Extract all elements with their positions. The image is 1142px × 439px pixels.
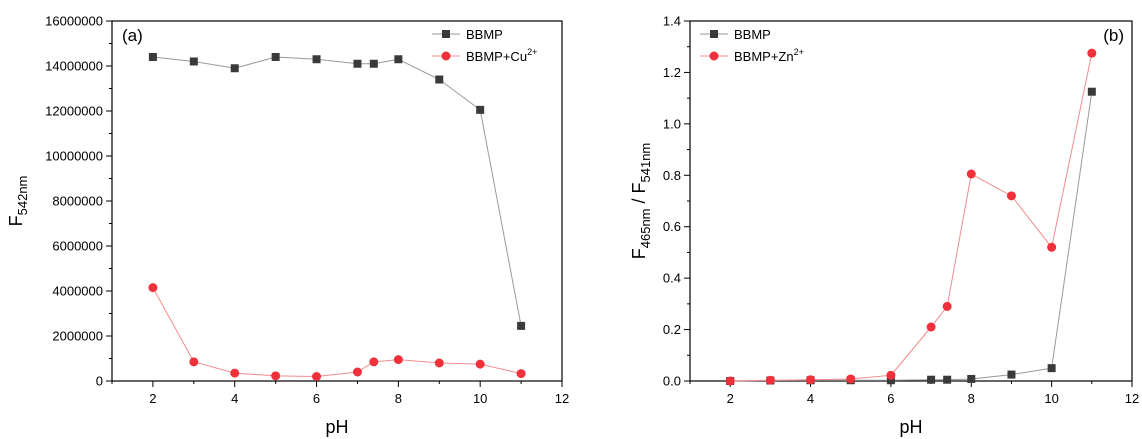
x-axis-title: pH	[899, 417, 922, 437]
legend-label: BBMP	[466, 27, 503, 42]
data-point-square	[435, 75, 444, 84]
x-tick-label: 2	[727, 391, 734, 406]
data-point-circle	[434, 358, 444, 368]
data-point-square	[1007, 370, 1016, 379]
y-tick-label: 0.0	[663, 374, 681, 389]
chart-panel-b: 2 4 6 8 10 12 0.0 0.2 0.4 0.6 0.8 1.0 1.2 1.4 pH F465nm…	[629, 14, 1139, 438]
data-point-circle	[1006, 191, 1016, 201]
y-tick-label: 1.4	[663, 14, 681, 29]
data-point-square	[886, 376, 895, 385]
data-point-circle	[189, 357, 199, 367]
legend-marker-square	[710, 30, 718, 38]
x-tick-label: 6	[313, 391, 320, 406]
y-tick-label: 2000000	[52, 329, 103, 344]
y-tick-label: 0.8	[663, 168, 681, 183]
data-point-square	[943, 375, 952, 384]
y-tick-label: 0.2	[663, 322, 681, 337]
x-tick-label: 12	[1125, 391, 1139, 406]
legend: BBMP BBMP+Zn2+	[700, 27, 804, 64]
data-point-circle	[230, 368, 240, 378]
y-axis-title: F542nm	[6, 176, 30, 227]
y-tick-label: 16000000	[45, 14, 103, 29]
x-tick-label: 2	[149, 391, 156, 406]
x-tick-label: 10	[473, 391, 487, 406]
series-line	[152, 287, 522, 378]
data-point-circle	[393, 355, 403, 365]
data-point-square	[1047, 364, 1056, 373]
data-point-square	[148, 53, 157, 61]
data-point-circle	[312, 372, 322, 381]
y-axis-title: F465nm / F541nm	[629, 143, 653, 260]
panel-label: (b)	[1103, 26, 1124, 45]
data-point-circle	[148, 283, 158, 293]
data-point-square	[353, 59, 362, 68]
data-point-circle	[516, 369, 526, 379]
data-point-square	[189, 57, 198, 66]
plot-frame	[111, 20, 563, 382]
y-tick-label: 1.0	[663, 116, 681, 131]
legend-label: BBMP	[734, 27, 771, 42]
legend-label: BBMP+Cu2+	[466, 47, 537, 64]
y-tick-label: 0.4	[663, 271, 681, 286]
data-point-square	[1087, 87, 1096, 96]
x-tick-label: 8	[968, 391, 975, 406]
data-point-circle	[966, 169, 976, 179]
y-tick-label: 6000000	[52, 239, 103, 254]
series-line	[730, 91, 1093, 382]
panel-label: (a)	[122, 26, 143, 45]
data-point-circle	[725, 376, 735, 386]
data-point-circle	[1087, 48, 1097, 58]
y-tick-label: 14000000	[45, 59, 103, 74]
legend-marker-square	[442, 30, 450, 38]
x-tick-label: 4	[807, 391, 814, 406]
y-tick-label: 12000000	[45, 104, 103, 119]
x-tick-label: 8	[395, 391, 402, 406]
data-point-circle	[886, 370, 896, 380]
legend-marker-circle	[441, 51, 451, 61]
data-point-square	[369, 59, 378, 68]
legend-label: BBMP+Zn2+	[734, 47, 804, 64]
data-point-square	[476, 105, 485, 114]
data-point-square	[230, 64, 239, 73]
plot-frame	[689, 20, 1133, 382]
x-tick-label: 6	[887, 391, 894, 406]
data-point-circle	[352, 367, 362, 377]
x-tick-label: 10	[1044, 391, 1058, 406]
data-point-square	[312, 55, 321, 64]
data-point-circle	[806, 375, 816, 385]
y-tick-label: 0.6	[663, 219, 681, 234]
series-line	[152, 56, 522, 326]
data-point-square	[967, 374, 976, 383]
data-point-circle	[926, 322, 936, 332]
data-point-circle	[846, 374, 856, 384]
data-point-circle	[475, 359, 485, 369]
x-axis-title: pH	[325, 417, 348, 437]
data-point-square	[271, 53, 280, 61]
x-tick-label: 12	[555, 391, 569, 406]
legend-marker-circle	[709, 51, 719, 61]
legend: BBMP BBMP+Cu2+	[432, 27, 537, 64]
y-tick-label: 8000000	[52, 194, 103, 209]
y-tick-label: 1.2	[663, 65, 681, 80]
series-line	[730, 53, 1093, 382]
chart-panel-a: 2 4 6 8 10 12 0 2000000 4000000 6000000 8000000 100…	[6, 14, 569, 438]
x-tick-label: 4	[231, 391, 238, 406]
data-point-circle	[1047, 242, 1057, 252]
y-tick-label: 4000000	[52, 284, 103, 299]
data-point-square	[927, 375, 936, 384]
data-point-circle	[942, 301, 952, 311]
y-tick-label: 10000000	[45, 149, 103, 164]
data-point-circle	[765, 375, 775, 385]
data-point-circle	[369, 357, 379, 367]
data-point-circle	[271, 371, 281, 381]
y-tick-label: 0	[96, 374, 103, 389]
data-point-square	[517, 321, 526, 330]
data-point-square	[394, 55, 403, 64]
